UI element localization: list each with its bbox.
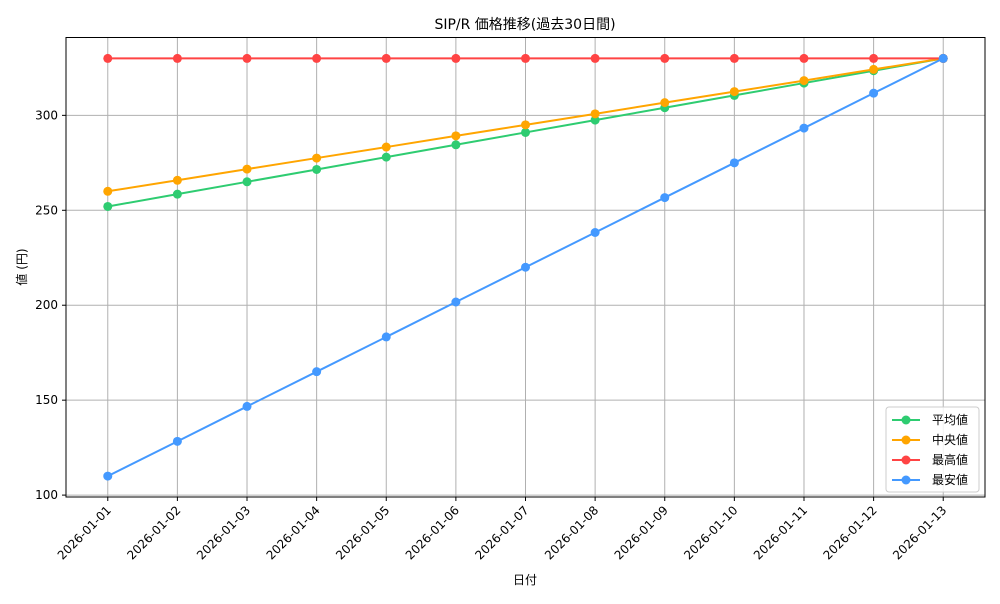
data-point [103, 201, 113, 211]
y-tick-label: 150 [35, 393, 58, 407]
data-point [590, 53, 600, 63]
data-point [590, 115, 600, 125]
x-tick-label: 2026-01-05 [333, 503, 392, 562]
data-point [172, 189, 182, 199]
data-point [521, 127, 530, 137]
data-point [799, 123, 809, 133]
data-point [103, 186, 113, 196]
data-point [521, 53, 530, 63]
x-tick-label: 2026-01-12 [821, 503, 880, 562]
data-point [172, 436, 182, 446]
data-point [242, 177, 252, 187]
legend-marker [901, 415, 911, 425]
data-point [451, 297, 461, 307]
legend-label: 中央値 [932, 432, 968, 447]
data-point [729, 53, 739, 63]
x-tick-label: 2026-01-09 [612, 503, 671, 562]
data-point [381, 152, 391, 162]
data-point [451, 53, 461, 63]
legend-marker [901, 435, 911, 445]
data-point [938, 53, 948, 63]
x-tick-label: 2026-01-03 [194, 503, 253, 562]
x-tick-label: 2026-01-04 [264, 503, 323, 562]
data-point [451, 140, 461, 150]
legend-label: 平均値 [932, 412, 968, 427]
x-axis: 2026-01-01 2026-01-02 2026-01-03 2026-01-04… [55, 497, 949, 562]
data-point [312, 53, 322, 63]
data-point [242, 53, 252, 63]
x-tick-label: 2026-01-02 [124, 503, 183, 562]
data-point [172, 53, 182, 63]
data-point [869, 88, 879, 98]
legend-marker [901, 475, 911, 485]
series-group [103, 53, 948, 481]
data-point [381, 53, 391, 63]
x-tick-label: 2026-01-01 [55, 503, 114, 562]
data-point [451, 131, 461, 141]
data-point [312, 367, 322, 377]
data-point [869, 64, 879, 74]
y-axis-label: 値 (円) [14, 248, 29, 285]
y-tick-label: 250 [35, 203, 58, 217]
x-tick-label: 2026-01-07 [472, 503, 531, 562]
legend-label: 最安値 [932, 472, 968, 487]
data-point [172, 175, 182, 185]
x-tick-label: 2026-01-10 [681, 503, 740, 562]
chart-title: SIP/R 価格推移(過去30日間) [434, 17, 615, 33]
data-point [242, 164, 252, 174]
x-tick-label: 2026-01-13 [890, 503, 949, 562]
data-point [312, 153, 322, 163]
x-axis-label: 日付 [513, 573, 537, 587]
data-point [103, 471, 113, 481]
data-point [590, 228, 600, 238]
data-point [590, 109, 600, 119]
y-tick-label: 100 [35, 488, 58, 502]
x-tick-label: 2026-01-06 [403, 503, 462, 562]
data-point [729, 158, 739, 168]
y-tick-label: 200 [35, 298, 58, 312]
x-tick-label: 2026-01-11 [751, 503, 810, 562]
series-1 [103, 53, 948, 196]
data-point [103, 53, 113, 63]
data-point [660, 193, 670, 203]
y-axis: 100 150 200 250 300 [35, 108, 66, 502]
data-point [660, 53, 670, 63]
y-tick-label: 300 [35, 108, 58, 122]
legend-label: 最高値 [932, 452, 968, 467]
data-point [799, 76, 809, 86]
data-point [521, 120, 530, 130]
data-point [729, 87, 739, 97]
data-point [660, 98, 670, 108]
data-point [381, 142, 391, 152]
legend-marker [901, 455, 911, 465]
data-point [312, 164, 322, 174]
data-point [381, 332, 391, 342]
data-point [242, 401, 252, 411]
series-2 [103, 53, 948, 63]
data-point [799, 53, 809, 63]
data-point [869, 53, 879, 63]
series-3 [103, 53, 948, 481]
data-point [521, 262, 530, 272]
legend-box [885, 406, 980, 493]
x-tick-label: 2026-01-08 [542, 503, 601, 562]
